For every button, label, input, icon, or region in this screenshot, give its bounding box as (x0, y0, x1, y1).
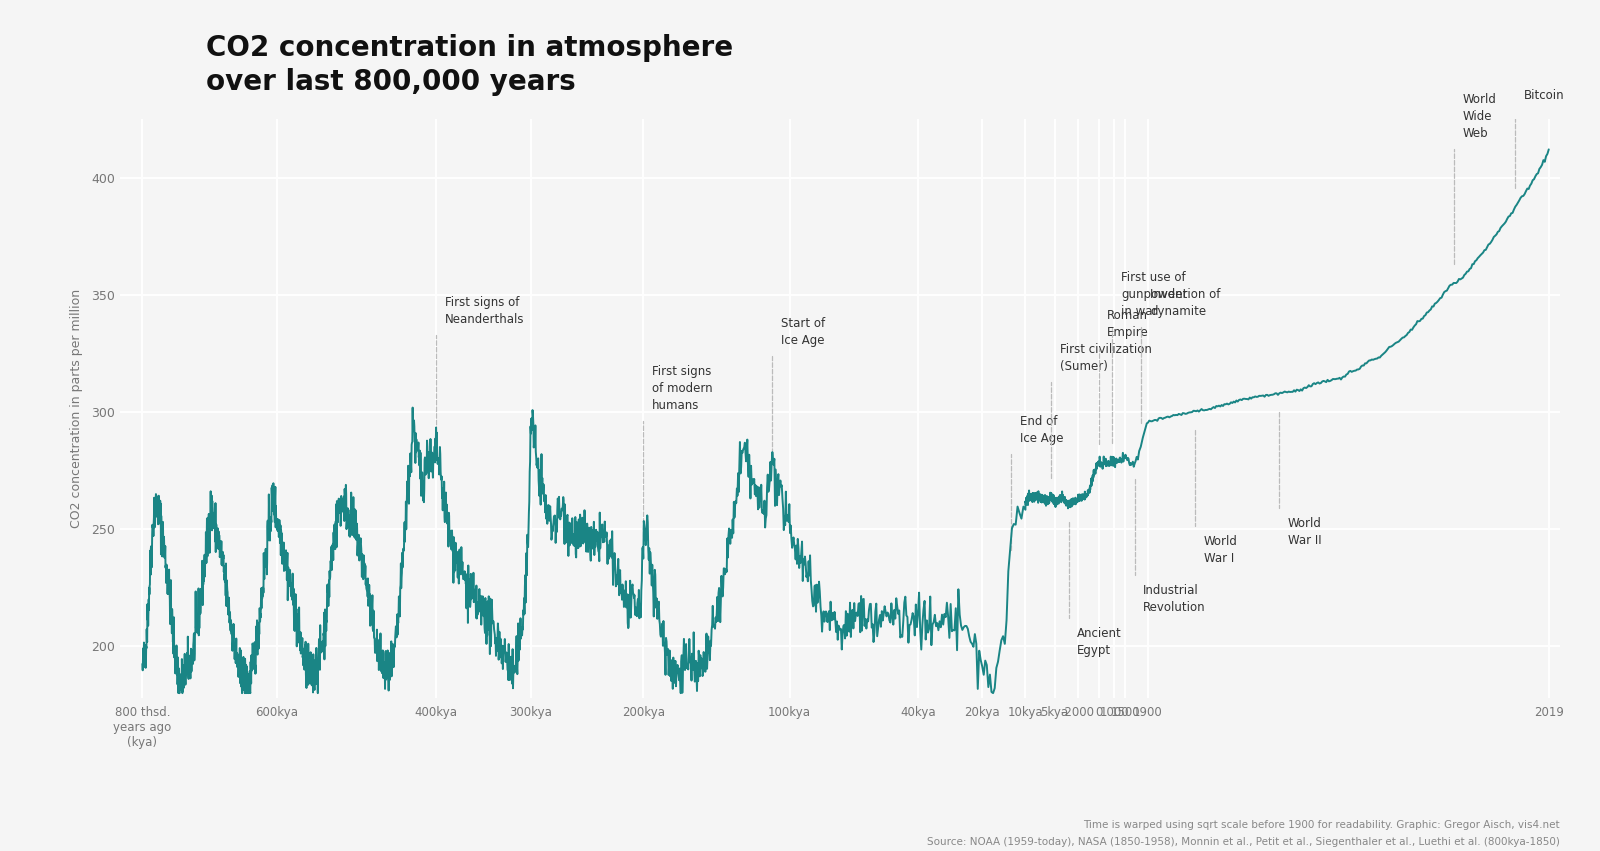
Text: First use of
gunpowder
in war: First use of gunpowder in war (1122, 271, 1187, 318)
Text: Bitcoin: Bitcoin (1523, 89, 1565, 101)
Text: Start of
Ice Age: Start of Ice Age (781, 317, 826, 347)
Text: World
War I: World War I (1203, 535, 1237, 565)
Text: Source: NOAA (1959-today), NASA (1850-1958), Monnin et al., Petit et al., Siegen: Source: NOAA (1959-today), NASA (1850-19… (926, 837, 1560, 847)
Text: World
War II: World War II (1288, 517, 1322, 547)
Text: Industrial
Revolution: Industrial Revolution (1144, 584, 1206, 614)
Text: Invention of
dynamite: Invention of dynamite (1150, 288, 1221, 318)
Text: Time is warped using sqrt scale before 1900 for readability. Graphic: Gregor Ais: Time is warped using sqrt scale before 1… (1083, 820, 1560, 830)
Text: End of
Ice Age: End of Ice Age (1019, 414, 1062, 445)
Text: CO2 concentration in atmosphere
over last 800,000 years: CO2 concentration in atmosphere over las… (206, 35, 733, 96)
Text: World
Wide
Web: World Wide Web (1462, 93, 1498, 140)
Text: First signs
of modern
humans: First signs of modern humans (653, 365, 712, 412)
Y-axis label: CO2 concentration in parts per million: CO2 concentration in parts per million (70, 289, 83, 528)
Text: Roman
Empire: Roman Empire (1107, 309, 1149, 339)
Text: Ancient
Egypt: Ancient Egypt (1077, 627, 1122, 658)
Text: First signs of
Neanderthals: First signs of Neanderthals (445, 296, 525, 326)
Text: First civilization
(Sumer): First civilization (Sumer) (1059, 342, 1152, 373)
